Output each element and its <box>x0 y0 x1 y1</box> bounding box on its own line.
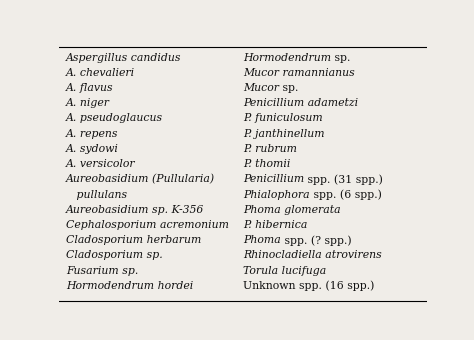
Text: Cephalosporium acremonium: Cephalosporium acremonium <box>66 220 229 230</box>
Text: spp. (31 spp.): spp. (31 spp.) <box>304 174 383 185</box>
Text: P. funiculosum: P. funiculosum <box>243 114 323 123</box>
Text: Aureobasidium (Pullularia): Aureobasidium (Pullularia) <box>66 174 215 185</box>
Text: Phoma: Phoma <box>243 235 281 245</box>
Text: P. janthinellum: P. janthinellum <box>243 129 325 139</box>
Text: A. versicolor: A. versicolor <box>66 159 136 169</box>
Text: Torula lucifuga: Torula lucifuga <box>243 266 326 276</box>
Text: Mucor: Mucor <box>243 83 279 93</box>
Text: Phialophora: Phialophora <box>243 189 310 200</box>
Text: Phoma glomerata: Phoma glomerata <box>243 205 340 215</box>
Text: P. thomii: P. thomii <box>243 159 290 169</box>
Text: Aspergillus candidus: Aspergillus candidus <box>66 53 182 63</box>
Text: Cladosporium herbarum: Cladosporium herbarum <box>66 235 201 245</box>
Text: A. niger: A. niger <box>66 98 110 108</box>
Text: sp.: sp. <box>331 53 350 63</box>
Text: sp.: sp. <box>279 83 298 93</box>
Text: Fusarium sp.: Fusarium sp. <box>66 266 138 276</box>
Text: A. repens: A. repens <box>66 129 118 139</box>
Text: P. rubrum: P. rubrum <box>243 144 297 154</box>
Text: A. sydowi: A. sydowi <box>66 144 119 154</box>
Text: spp. (? spp.): spp. (? spp.) <box>281 235 351 246</box>
Text: Hormodendrum hordei: Hormodendrum hordei <box>66 281 193 291</box>
Text: Unknown spp. (16 spp.): Unknown spp. (16 spp.) <box>243 281 374 291</box>
Text: Penicillium: Penicillium <box>243 174 304 184</box>
Text: A. pseudoglaucus: A. pseudoglaucus <box>66 114 163 123</box>
Text: Hormodendrum: Hormodendrum <box>243 53 331 63</box>
Text: spp. (6 spp.): spp. (6 spp.) <box>310 189 382 200</box>
Text: A. chevalieri: A. chevalieri <box>66 68 135 78</box>
Text: Aureobasidium sp. K-356: Aureobasidium sp. K-356 <box>66 205 204 215</box>
Text: Penicillium adametzi: Penicillium adametzi <box>243 98 358 108</box>
Text: A. flavus: A. flavus <box>66 83 113 93</box>
Text: Rhinocladiella atrovirens: Rhinocladiella atrovirens <box>243 250 382 260</box>
Text: P. hibernica: P. hibernica <box>243 220 307 230</box>
Text: Mucor ramannianus: Mucor ramannianus <box>243 68 355 78</box>
Text: Cladosporium sp.: Cladosporium sp. <box>66 250 163 260</box>
Text: pullulans: pullulans <box>66 189 127 200</box>
